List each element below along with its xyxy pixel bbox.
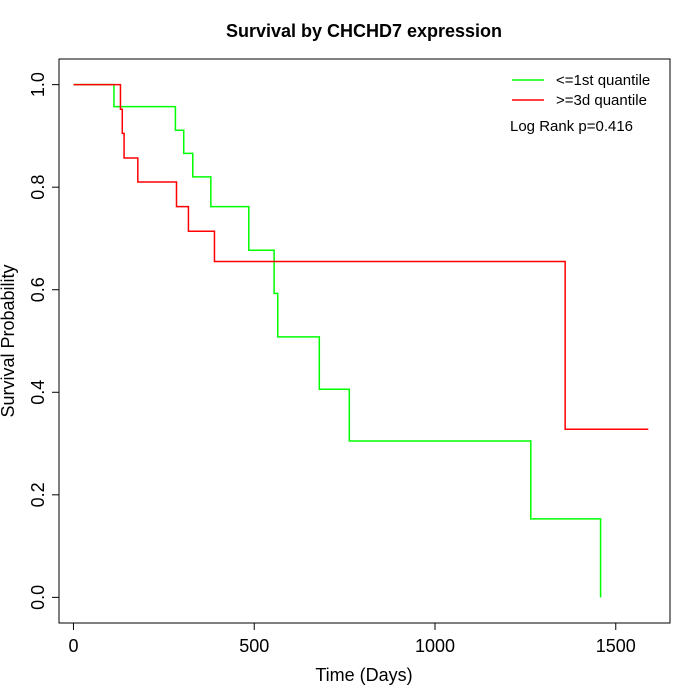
series-line-2 [73,83,649,430]
y-tick-label: 0.6 [28,277,48,302]
x-tick-label: 1000 [415,636,455,656]
y-axis: 0.0 0.2 0.4 0.6 0.8 1.0 [28,72,60,610]
y-tick-label: 0.2 [28,482,48,507]
y-tick-label: 0.0 [28,585,48,610]
legend-label-2: >=3d quantile [556,92,647,109]
legend-label-1: <=1st quantile [556,72,650,89]
series-line-1 [73,83,602,598]
log-rank-annotation: Log Rank p=0.416 [510,118,633,135]
plot-frame [58,58,671,624]
chart-title: Survival by CHCHD7 expression [226,21,502,41]
y-axis-label: Survival Probability [0,264,18,417]
series-layer [73,83,649,598]
y-tick-label: 0.8 [28,175,48,200]
legend: <=1st quantile >=3d quantile [512,72,650,109]
y-tick-label: 0.4 [28,380,48,405]
y-tick-label: 1.0 [28,72,48,97]
x-tick-label: 500 [239,636,269,656]
x-axis: 0 500 1000 1500 [68,622,636,656]
x-tick-label: 0 [68,636,78,656]
x-axis-label: Time (Days) [315,665,412,685]
x-tick-label: 1500 [596,636,636,656]
